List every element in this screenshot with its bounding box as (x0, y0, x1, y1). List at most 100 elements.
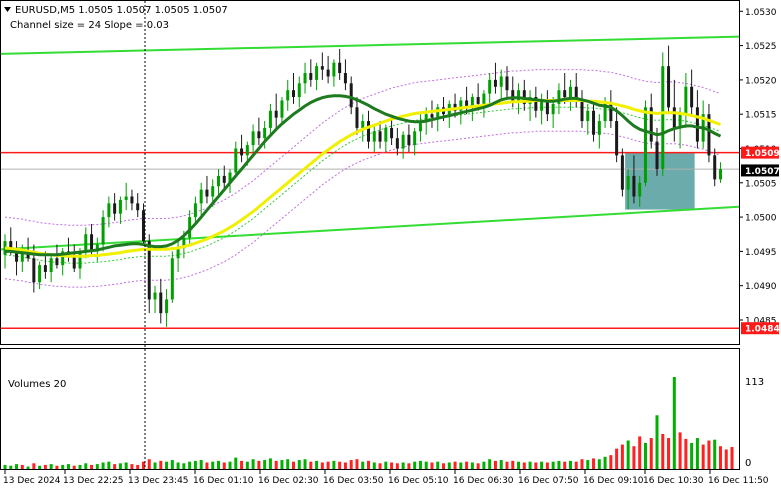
candle-body (718, 169, 722, 180)
volume-max-label: 113 (745, 377, 764, 388)
candle (251, 124, 255, 152)
volume-bar (609, 455, 613, 469)
candle (367, 110, 371, 149)
price-tick-label: 1.0500 (745, 214, 777, 224)
candle-body (130, 196, 134, 204)
candle-body (603, 103, 607, 122)
volume-bar (488, 459, 492, 469)
volume-bar (649, 438, 653, 469)
candle-body (574, 86, 578, 101)
candle-body (72, 254, 76, 269)
volume-bar (643, 442, 647, 469)
volume-bar (72, 465, 76, 469)
candle-body (309, 73, 313, 80)
candle-body (540, 100, 544, 111)
candle (15, 241, 19, 276)
candle-body (297, 83, 301, 98)
time-tick-label: 16 Dec 05:10 (388, 476, 449, 486)
candle-body (90, 234, 94, 252)
candle (124, 182, 128, 211)
candle-body (136, 203, 140, 211)
volume-bar (436, 461, 440, 469)
candle (343, 59, 347, 91)
candle-body (84, 234, 88, 252)
candle (263, 121, 267, 149)
candle (407, 124, 411, 152)
candle (465, 86, 469, 115)
candle-body (395, 138, 399, 149)
volume-bar (84, 463, 88, 469)
candle (326, 55, 330, 84)
volume-bar (199, 460, 203, 469)
volume-bar (424, 461, 428, 469)
volume-bar (476, 463, 480, 469)
candle-body (684, 86, 688, 115)
candle (268, 103, 272, 135)
candle (592, 100, 596, 142)
candle-body (263, 127, 267, 139)
volume-bar (78, 464, 82, 469)
volume-bar (707, 440, 711, 469)
triangle-down-icon[interactable] (4, 7, 11, 12)
candle (488, 73, 492, 104)
volume-bar (395, 463, 399, 469)
volume-bar (234, 457, 238, 469)
volume-bar (511, 460, 515, 469)
candle-body (124, 196, 128, 200)
candle-body (557, 90, 561, 104)
volume-zero-label: 0 (745, 458, 751, 469)
price-panel[interactable] (0, 0, 740, 345)
candle (159, 278, 163, 324)
candle-body (482, 93, 486, 104)
volume-bar (724, 449, 728, 469)
volume-bar (38, 465, 42, 469)
candle-body (424, 114, 428, 122)
time-tick-label: 16 Dec 06:30 (453, 476, 514, 486)
volume-bar (557, 460, 561, 469)
candle (401, 131, 405, 159)
candle-body (505, 76, 509, 91)
candle (130, 189, 134, 211)
candle-body (15, 247, 19, 262)
candle (355, 97, 359, 135)
candle (193, 196, 197, 224)
volume-bar (343, 462, 347, 469)
volume-bar (453, 461, 457, 469)
volume-bar (667, 438, 671, 469)
candle-body (713, 155, 717, 180)
candle-body (165, 299, 169, 314)
volume-bar (615, 448, 619, 469)
candle-body (280, 100, 284, 118)
volume-bar (534, 462, 538, 469)
volume-bar (320, 462, 324, 469)
candle-body (95, 244, 99, 252)
volume-bar (447, 462, 451, 469)
candle (390, 117, 394, 146)
candle (61, 247, 65, 276)
time-tick-label: 16 Dec 10:30 (643, 476, 704, 486)
candle-body (667, 66, 671, 108)
volume-bar (205, 462, 209, 469)
volume-bar (592, 458, 596, 469)
candle (113, 193, 117, 221)
volume-bar (211, 461, 215, 469)
volume-bar (407, 463, 411, 469)
time-tick-label: 13 Dec 23:45 (128, 476, 189, 486)
candle (274, 93, 278, 128)
candle-body (672, 107, 676, 128)
candle (153, 285, 157, 314)
volume-bar (563, 461, 567, 469)
time-tick-label: 13 Dec 22:25 (63, 476, 124, 486)
candle-body (216, 175, 220, 187)
volume-bar (332, 460, 336, 469)
candle-body (193, 203, 197, 218)
volume-bar (470, 462, 474, 469)
volume-bar (413, 461, 417, 469)
candle (297, 76, 301, 108)
price-tick-label: 1.0530 (745, 8, 777, 18)
candle-body (517, 90, 521, 101)
candle-body (707, 114, 711, 156)
candle (493, 62, 497, 94)
